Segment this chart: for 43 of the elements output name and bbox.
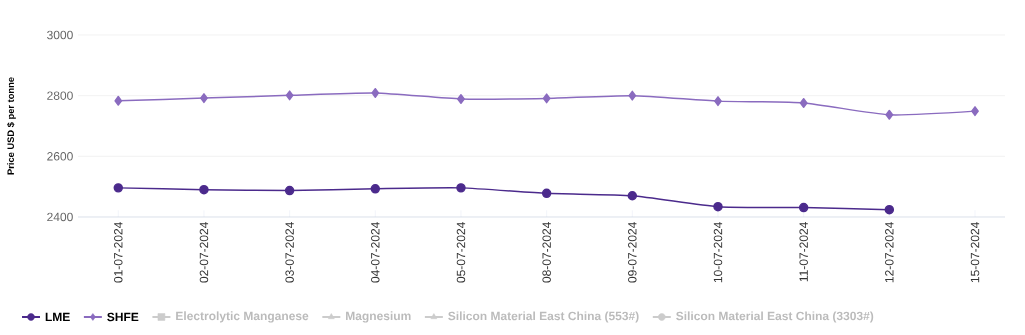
legend-label: LME bbox=[45, 312, 70, 322]
x-tick-label: 01-07-2024 bbox=[114, 222, 123, 283]
point bbox=[799, 97, 808, 108]
x-tick-label: 11-07-2024 bbox=[799, 222, 808, 282]
legend-label: Silicon Material East China (553#) bbox=[448, 311, 639, 323]
point bbox=[200, 93, 208, 104]
point bbox=[457, 94, 465, 105]
x-tick-label: 08-07-2024 bbox=[542, 222, 551, 283]
y-tick-label: 2800 bbox=[47, 91, 73, 100]
point bbox=[713, 201, 723, 212]
legend-label: SHFE bbox=[107, 312, 139, 322]
x-tick-label: 15-07-2024 bbox=[970, 222, 980, 283]
y-tick-label: 2400 bbox=[47, 212, 73, 222]
x-tick-label: 10-07-2024 bbox=[713, 222, 723, 283]
point bbox=[627, 191, 638, 201]
y-tick-label: 3000 bbox=[47, 30, 73, 40]
y-axis-title: Price USD $ per tonne bbox=[6, 77, 16, 175]
x-tick-label: 09-07-2024 bbox=[628, 222, 637, 283]
x-tick-label: 12-07-2024 bbox=[885, 222, 894, 283]
x-tick-label: 02-07-2024 bbox=[199, 222, 209, 283]
legend-label: Magnesium bbox=[346, 311, 411, 323]
point bbox=[456, 183, 466, 193]
point bbox=[884, 204, 895, 215]
point bbox=[371, 87, 380, 98]
legend-label: Electrolytic Manganese bbox=[176, 311, 309, 323]
point bbox=[885, 109, 894, 120]
point bbox=[714, 96, 722, 107]
point bbox=[113, 183, 124, 193]
point bbox=[370, 184, 381, 194]
x-tick-label: 03-07-2024 bbox=[285, 222, 294, 283]
point bbox=[284, 185, 295, 196]
point bbox=[541, 188, 552, 199]
point bbox=[285, 90, 294, 101]
legend-label: Silicon Material East China (3303#) bbox=[676, 311, 874, 323]
point bbox=[628, 90, 637, 101]
point bbox=[542, 93, 551, 104]
y-tick-label: 2600 bbox=[47, 152, 73, 161]
point bbox=[114, 95, 123, 106]
point bbox=[199, 184, 209, 195]
x-tick-label: 05-07-2024 bbox=[456, 222, 466, 283]
x-tick-label: 04-07-2024 bbox=[371, 222, 380, 283]
point bbox=[971, 106, 979, 117]
point bbox=[798, 202, 809, 213]
